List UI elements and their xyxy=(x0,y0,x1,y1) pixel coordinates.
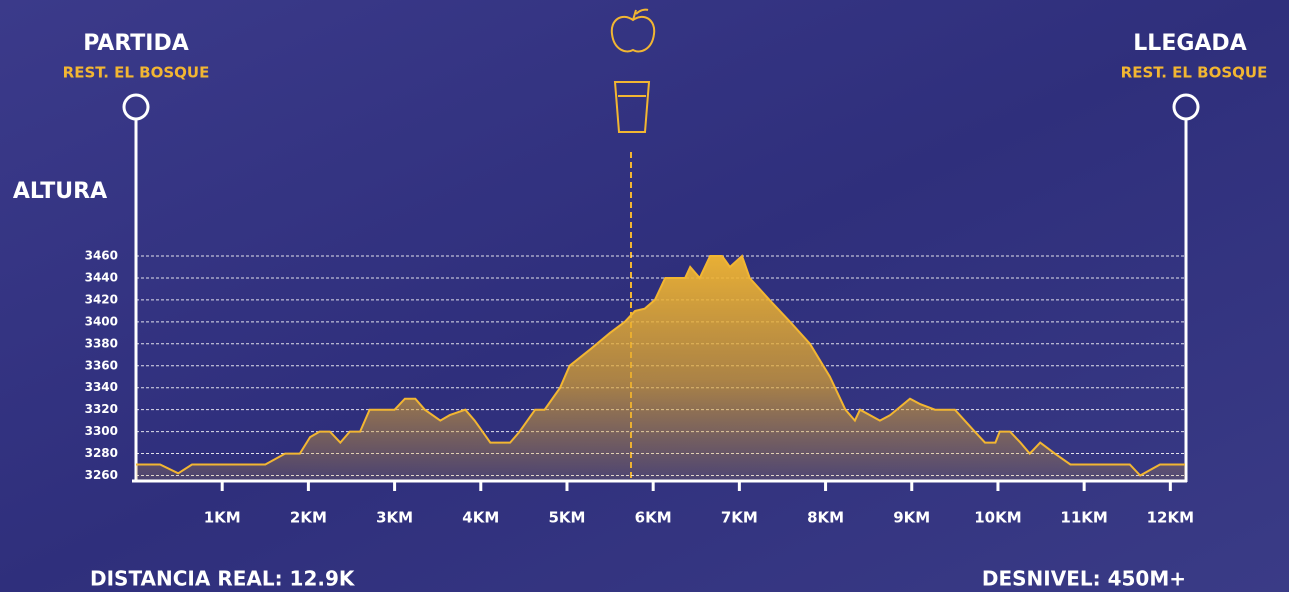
y-tick-label: 3400 xyxy=(85,314,118,328)
y-tick-label: 3380 xyxy=(85,336,118,350)
x-tick-label: 1KM xyxy=(204,509,241,527)
x-tick-label: 7KM xyxy=(721,509,758,527)
glass-icon xyxy=(613,81,651,133)
y-tick-label: 3260 xyxy=(85,468,118,482)
x-tick-label: 12KM xyxy=(1147,509,1194,527)
start-subtitle: REST. EL BOSQUE xyxy=(63,64,210,82)
x-tick-label: 4KM xyxy=(462,509,499,527)
x-tick-label: 5KM xyxy=(548,509,585,527)
apple-icon xyxy=(610,8,656,53)
x-tick-label: 11KM xyxy=(1060,509,1107,527)
y-tick-label: 3320 xyxy=(85,402,118,416)
y-tick-label: 3460 xyxy=(85,249,118,263)
x-tick-label: 9KM xyxy=(893,509,930,527)
finish-title: LLEGADA xyxy=(1133,31,1246,56)
x-tick-label: 3KM xyxy=(376,509,413,527)
y-tick-label: 3360 xyxy=(85,358,118,372)
elevation-area xyxy=(136,256,1185,481)
finish-marker xyxy=(1172,93,1200,121)
start-marker xyxy=(122,93,150,121)
start-title: PARTIDA xyxy=(83,31,189,56)
finish-subtitle: REST. EL BOSQUE xyxy=(1121,64,1268,82)
elevation-line xyxy=(136,254,1185,477)
x-tick-label: 6KM xyxy=(635,509,672,527)
x-tick-label: 8KM xyxy=(807,509,844,527)
y-tick-label: 3440 xyxy=(85,270,118,284)
y-axis-title: ALTURA xyxy=(13,179,107,204)
footer-elevation: DESNIVEL: 450M+ xyxy=(982,567,1186,591)
y-tick-label: 3420 xyxy=(85,292,118,306)
y-tick-label: 3300 xyxy=(85,424,118,438)
plot: 3260 3280 3300 3320 3340 3360 3380 3400 3420 3440… xyxy=(85,249,1194,527)
y-tick-label: 3340 xyxy=(85,380,118,394)
x-tick-label: 10KM xyxy=(974,509,1021,527)
y-tick-label: 3280 xyxy=(85,446,118,460)
footer-distance: DISTANCIA REAL: 12.9K xyxy=(90,567,356,591)
x-tick-label: 2KM xyxy=(290,509,327,527)
